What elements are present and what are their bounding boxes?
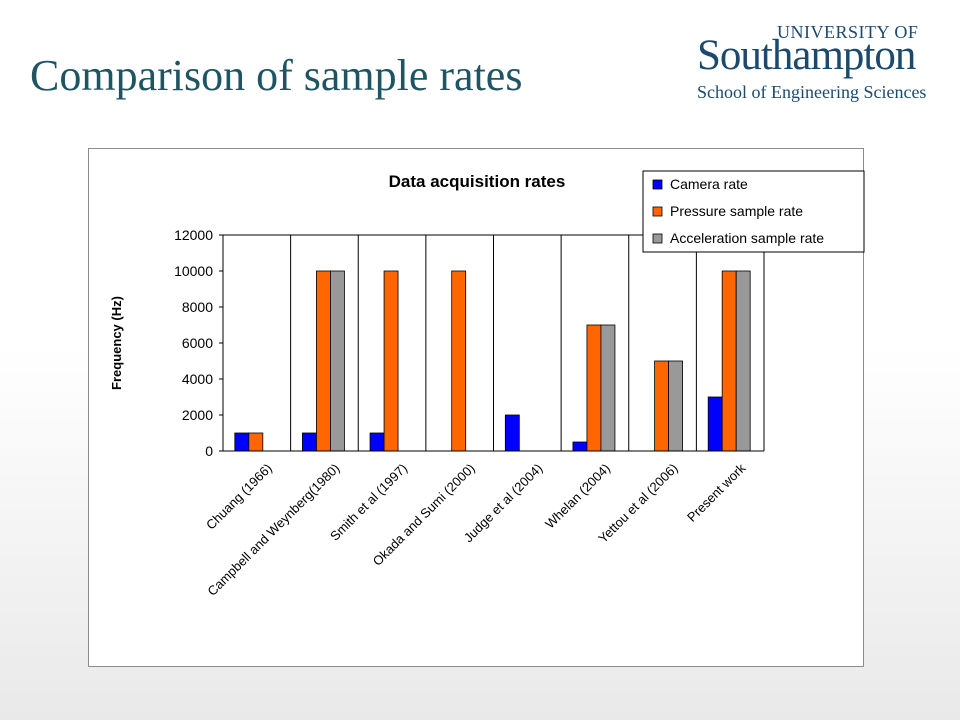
bar [654, 360, 669, 452]
bar [721, 270, 737, 452]
legend-swatch [652, 206, 663, 217]
bar [572, 441, 588, 452]
bar [600, 324, 616, 452]
y-tick-label: 2000 [182, 407, 213, 423]
axes [219, 234, 764, 452]
legend-box [642, 170, 865, 253]
y-axis-label: Frequency (Hz) [109, 296, 124, 390]
legend-label: Acceleration sample rate [670, 230, 824, 246]
bars [234, 270, 751, 452]
legend-label: Pressure sample rate [670, 203, 803, 219]
y-tick-label: 12000 [174, 227, 213, 243]
bar-chart: Data acquisition rates Frequency (Hz) 0 2… [109, 170, 865, 599]
legend-swatch [652, 233, 663, 244]
bar [302, 432, 317, 452]
y-tick-label: 4000 [182, 371, 213, 387]
y-tick-label: 8000 [182, 299, 213, 315]
y-tick-label: 6000 [182, 335, 213, 351]
slide-title: Comparison of sample rates [30, 51, 523, 100]
bar [248, 432, 264, 452]
x-tick-label: Whelan (2004) [542, 461, 613, 532]
logo-school-name: School of Engineering Sciences [697, 82, 927, 102]
grid-lines [223, 234, 765, 451]
bar [504, 414, 520, 452]
university-logo: UNIVERSITY OF Southampton School of Engi… [697, 22, 937, 102]
y-tick-label: 0 [205, 443, 213, 459]
legend-label: Camera rate [670, 176, 748, 192]
bar [451, 270, 467, 452]
bar [735, 270, 751, 452]
bar [707, 396, 723, 452]
bar [668, 360, 683, 452]
logo-southampton: Southampton [697, 32, 916, 79]
y-tick-labels: 0 2000 4000 6000 8000 10000 12000 [174, 227, 213, 459]
logo-university-of: UNIVERSITY OF [777, 22, 919, 42]
y-tick-label: 10000 [174, 263, 213, 279]
bar [316, 270, 331, 452]
bar [586, 324, 602, 452]
chart-title: Data acquisition rates [389, 172, 566, 191]
x-tick-label: Chuang (1966) [203, 461, 275, 533]
bar [234, 432, 250, 452]
chart-container: Data acquisition rates Frequency (Hz) 0 2… [88, 148, 865, 667]
legend: Camera rate Pressure sample rate Accelerat… [642, 170, 865, 253]
x-tick-labels: Chuang (1966)Campbell and Weynberg(1980)… [203, 460, 749, 599]
legend-swatch [652, 179, 663, 190]
bar [369, 432, 385, 452]
bar [383, 270, 399, 452]
bar [330, 270, 345, 452]
x-tick-label: Present work [684, 460, 749, 525]
x-tick-label: Campbell and Weynberg(1980) [204, 461, 342, 599]
